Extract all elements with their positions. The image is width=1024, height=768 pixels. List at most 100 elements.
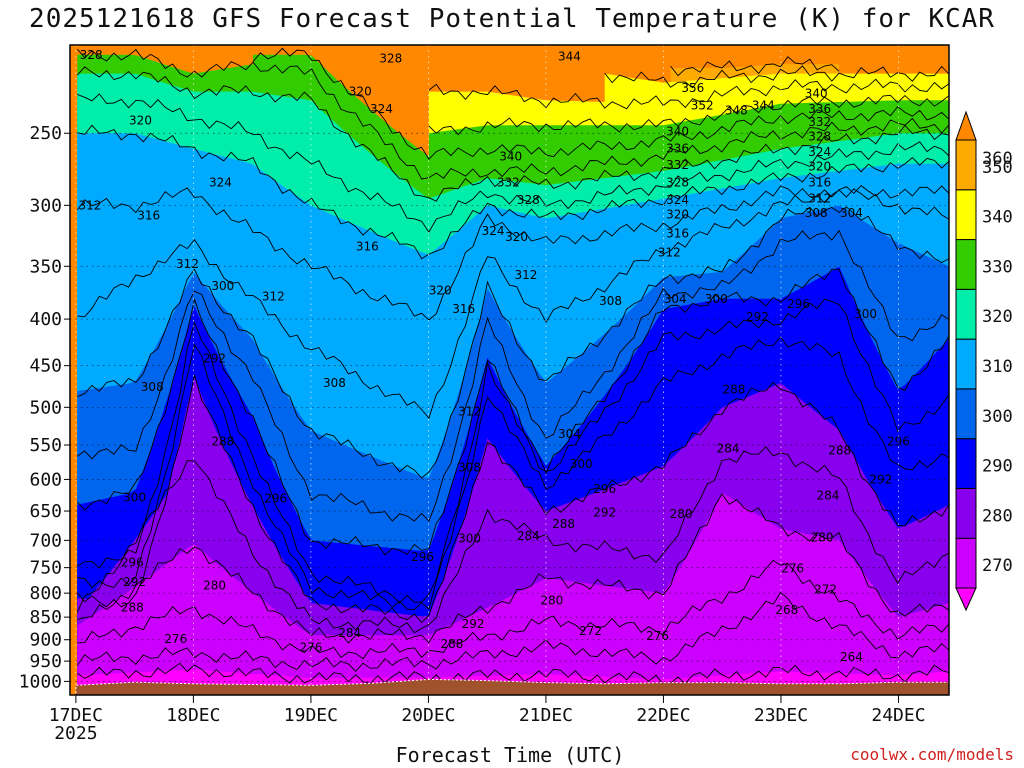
isentrope-352 [670, 56, 840, 77]
colorbar-band [955, 388, 977, 440]
contour-label: 328 [808, 129, 831, 143]
y-tick-label: 250 [29, 123, 62, 144]
contour-label: 300 [705, 292, 728, 306]
contour-label: 328 [379, 52, 402, 66]
contour-label: 320 [505, 230, 528, 244]
contour-label: 268 [775, 603, 798, 617]
contour-label: 284 [517, 529, 540, 543]
contour-label: 308 [599, 294, 622, 308]
x-tick-label: 17DEC [49, 705, 103, 726]
y-tick-label: 750 [29, 558, 62, 579]
x-tick-label: 21DEC [519, 705, 573, 726]
contour-label: 300 [458, 532, 481, 546]
contour-label: 272 [579, 624, 602, 638]
plot-frame [69, 44, 950, 696]
y-tick-label: 800 [29, 583, 62, 604]
isentrope-324 [77, 93, 949, 233]
contour-label: 276 [781, 562, 804, 576]
contour-label: 352 [691, 98, 714, 112]
y-tick-label: 550 [29, 435, 62, 456]
contour-label: 308 [323, 376, 346, 390]
contour-label: 312 [458, 404, 481, 418]
contour-label: 284 [338, 626, 361, 640]
contour-label: 340 [666, 125, 689, 139]
contour-label: 336 [808, 102, 831, 116]
isentrope-276 [77, 559, 949, 660]
contour-label: 300 [570, 457, 593, 471]
x-tick-label: 18DEC [166, 705, 220, 726]
colorbar-band [955, 139, 977, 191]
fill-band-272 [77, 598, 949, 695]
contour-label: 304 [840, 206, 863, 220]
contour-label: 304 [664, 292, 687, 306]
isentrope-292 [77, 336, 949, 611]
x-tick-label: 24DEC [871, 705, 925, 726]
contour-label: 288 [211, 434, 234, 448]
y-tick-label: 500 [29, 397, 62, 418]
isentrope-layer [76, 47, 949, 685]
colorbar-band [955, 438, 977, 489]
y-tick-label: 650 [29, 501, 62, 522]
y-tick-label: 900 [29, 630, 62, 651]
contour-label: 340 [805, 86, 828, 100]
contour-label: 308 [141, 380, 164, 394]
colorbar-top-arrow [955, 110, 977, 141]
isentrope-280 [77, 493, 949, 644]
isentrope-316 [76, 184, 949, 321]
colorbar-label: 270 [982, 556, 1013, 576]
contour-label: 300 [123, 490, 146, 504]
isentrope-300 [76, 268, 949, 556]
ground-layer [75, 678, 949, 695]
contour-label: 356 [681, 81, 704, 95]
isentrope-288 [76, 374, 949, 624]
contour-label: 296 [887, 434, 910, 448]
contour-label: 320 [666, 207, 689, 221]
y-tick-label: 300 [29, 195, 62, 216]
contour-label: 316 [666, 226, 689, 240]
colorbar-label: 310 [982, 357, 1013, 377]
y-tick-label: 600 [29, 469, 62, 490]
contour-label: 280 [203, 579, 226, 593]
contour-label: 280 [811, 531, 834, 545]
isentrope-332 [76, 48, 949, 180]
contour-label: 344 [752, 98, 775, 112]
colorbar-label: 290 [982, 457, 1013, 477]
contour-label: 292 [123, 575, 146, 589]
contour-label: 320 [349, 85, 372, 99]
colorbar-band [955, 288, 977, 340]
contour-label: 324 [370, 102, 393, 116]
credit-link[interactable]: coolwx.com/models [850, 745, 1014, 764]
contour-label: 280 [540, 594, 563, 608]
isentrope-312 [77, 188, 949, 420]
y-axis: 2503003504004505005506006507007508008509… [19, 123, 70, 692]
contour-label: 296 [121, 555, 144, 569]
x-tick-label: 20DEC [401, 705, 455, 726]
contour-label: 296 [787, 297, 810, 311]
contour-label: 284 [717, 442, 740, 456]
y-tick-label: 850 [29, 607, 62, 628]
contour-label: 296 [411, 550, 434, 564]
contour-label: 336 [666, 142, 689, 156]
contour-label: 316 [137, 209, 160, 223]
colorbar-bottom-arrow [955, 587, 977, 612]
contour-label: 280 [670, 507, 693, 521]
contour-label: 276 [299, 641, 322, 655]
grid-layer [70, 45, 949, 695]
plot-area: 3283203123163123243002922883083002962922… [70, 45, 949, 695]
contour-label: 296 [264, 492, 287, 506]
chart-title: 2025121618 GFS Forecast Potential Temper… [29, 4, 995, 34]
contour-label: 332 [666, 158, 689, 172]
colorbar-label: 340 [982, 208, 1013, 228]
contour-label: 276 [646, 629, 669, 643]
contour-label: 320 [429, 283, 452, 297]
theta-fill-layer [70, 45, 949, 695]
x-tick-label: 19DEC [284, 705, 338, 726]
contour-label: 288 [440, 637, 463, 651]
contour-label: 292 [746, 310, 769, 324]
contour-label: 324 [482, 224, 505, 238]
isentrope-340 [428, 94, 949, 136]
isentrope-344 [428, 78, 949, 110]
x-tick-label: 23DEC [754, 705, 808, 726]
contour-label: 316 [452, 302, 475, 316]
